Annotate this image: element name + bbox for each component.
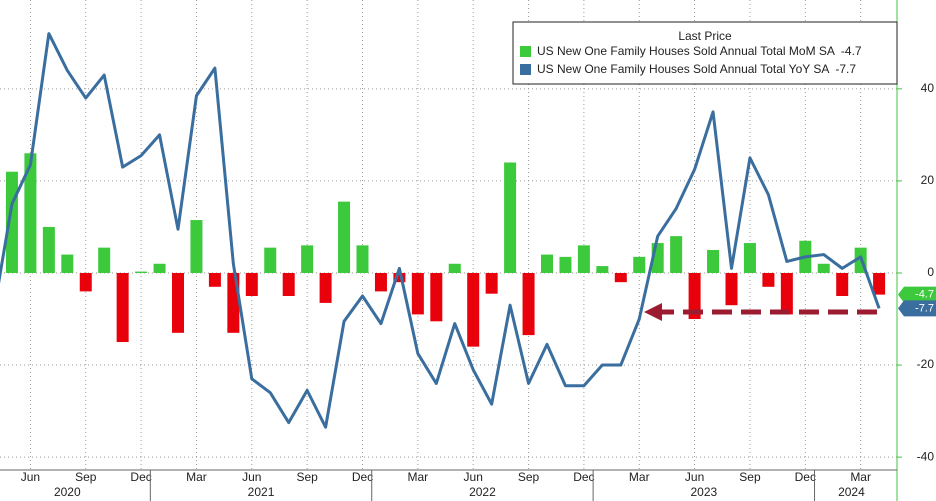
legend-title: Last Price xyxy=(678,29,732,43)
x-tick-label: Sep xyxy=(739,470,761,484)
last-value-flag xyxy=(898,300,936,317)
x-tick-label: Jun xyxy=(21,470,40,484)
x-tick-label: Dec xyxy=(573,470,594,484)
bar xyxy=(153,263,166,273)
bar xyxy=(135,271,148,273)
bar xyxy=(301,245,314,273)
y-tick-label: -20 xyxy=(917,357,935,371)
bar xyxy=(338,201,351,273)
bar xyxy=(61,254,74,273)
bar xyxy=(541,254,553,273)
bar xyxy=(190,220,203,273)
arrow-annotation xyxy=(644,303,877,321)
legend-label: US New One Family Houses Sold Annual Tot… xyxy=(537,44,862,58)
bar xyxy=(79,272,92,292)
x-tick-label: Sep xyxy=(75,470,97,484)
bar xyxy=(374,272,387,292)
x-tick-label: Jun xyxy=(242,470,261,484)
y-tick-label: 20 xyxy=(921,173,935,187)
bar xyxy=(743,243,756,273)
bar xyxy=(24,153,37,273)
bar xyxy=(596,266,609,273)
bar xyxy=(245,272,258,296)
bar xyxy=(42,226,55,273)
bar xyxy=(836,272,849,296)
bar xyxy=(504,162,517,273)
y-tick-label: -40 xyxy=(917,449,935,463)
bar xyxy=(614,272,627,283)
bar xyxy=(707,249,720,273)
y-tick-label: 0 xyxy=(927,265,934,279)
legend: Last Price US New One Family Houses Sold… xyxy=(512,21,898,85)
legend-box xyxy=(512,21,898,85)
bar xyxy=(725,272,738,306)
bar xyxy=(411,272,424,315)
bar xyxy=(116,272,129,343)
bar xyxy=(208,272,221,287)
plot-area xyxy=(0,32,886,429)
x-tick-label: Sep xyxy=(296,470,318,484)
bar xyxy=(319,272,332,303)
bar xyxy=(873,272,886,295)
legend-name: US New One Family Houses Sold Annual Tot… xyxy=(537,62,829,76)
bar xyxy=(485,272,498,294)
bar xyxy=(780,272,793,315)
bar xyxy=(356,245,369,273)
bar xyxy=(264,247,277,273)
bar xyxy=(393,272,406,283)
bar xyxy=(282,272,295,296)
bar xyxy=(762,272,775,287)
x-tick-label: Sep xyxy=(518,470,540,484)
x-group-label: 2022 xyxy=(469,485,496,499)
bar xyxy=(559,256,572,273)
x-group-label: 2023 xyxy=(690,485,717,499)
legend-last-value: -4.7 xyxy=(841,44,862,58)
last-value-flag xyxy=(898,286,936,303)
x-tick-label: Mar xyxy=(850,470,871,484)
x-tick-label: Jun xyxy=(685,470,704,484)
y-tick-label: 40 xyxy=(921,81,935,95)
last-value-label: -7.7 xyxy=(915,302,934,314)
x-tick-label: Dec xyxy=(795,470,816,484)
bar xyxy=(688,272,701,320)
legend-swatch xyxy=(520,46,531,57)
x-tick-label: Dec xyxy=(352,470,373,484)
x-tick-label: Mar xyxy=(408,470,429,484)
legend-name: US New One Family Houses Sold Annual Tot… xyxy=(537,44,835,58)
last-value-label: -4.7 xyxy=(915,289,934,301)
x-tick-label: Jun xyxy=(464,470,483,484)
legend-label: US New One Family Houses Sold Annual Tot… xyxy=(537,62,856,76)
bar xyxy=(817,263,830,273)
line xyxy=(0,32,881,429)
bar xyxy=(633,256,646,273)
x-group-label: 2020 xyxy=(54,485,81,499)
arrow-head xyxy=(644,303,662,321)
bar xyxy=(670,236,683,273)
legend-last-value: -7.7 xyxy=(835,62,856,76)
x-group-label: 2024 xyxy=(838,485,865,499)
x-tick-label: Mar xyxy=(629,470,650,484)
x-tick-label: Dec xyxy=(130,470,151,484)
bar xyxy=(172,272,184,333)
x-tick-label: Mar xyxy=(186,470,207,484)
bar xyxy=(430,272,443,322)
bar xyxy=(448,263,461,273)
legend-swatch xyxy=(520,64,531,75)
bar xyxy=(522,272,535,336)
grid xyxy=(0,0,897,470)
bar xyxy=(467,272,480,347)
bar xyxy=(577,245,590,273)
bar xyxy=(98,247,111,273)
x-group-label: 2021 xyxy=(248,485,275,499)
